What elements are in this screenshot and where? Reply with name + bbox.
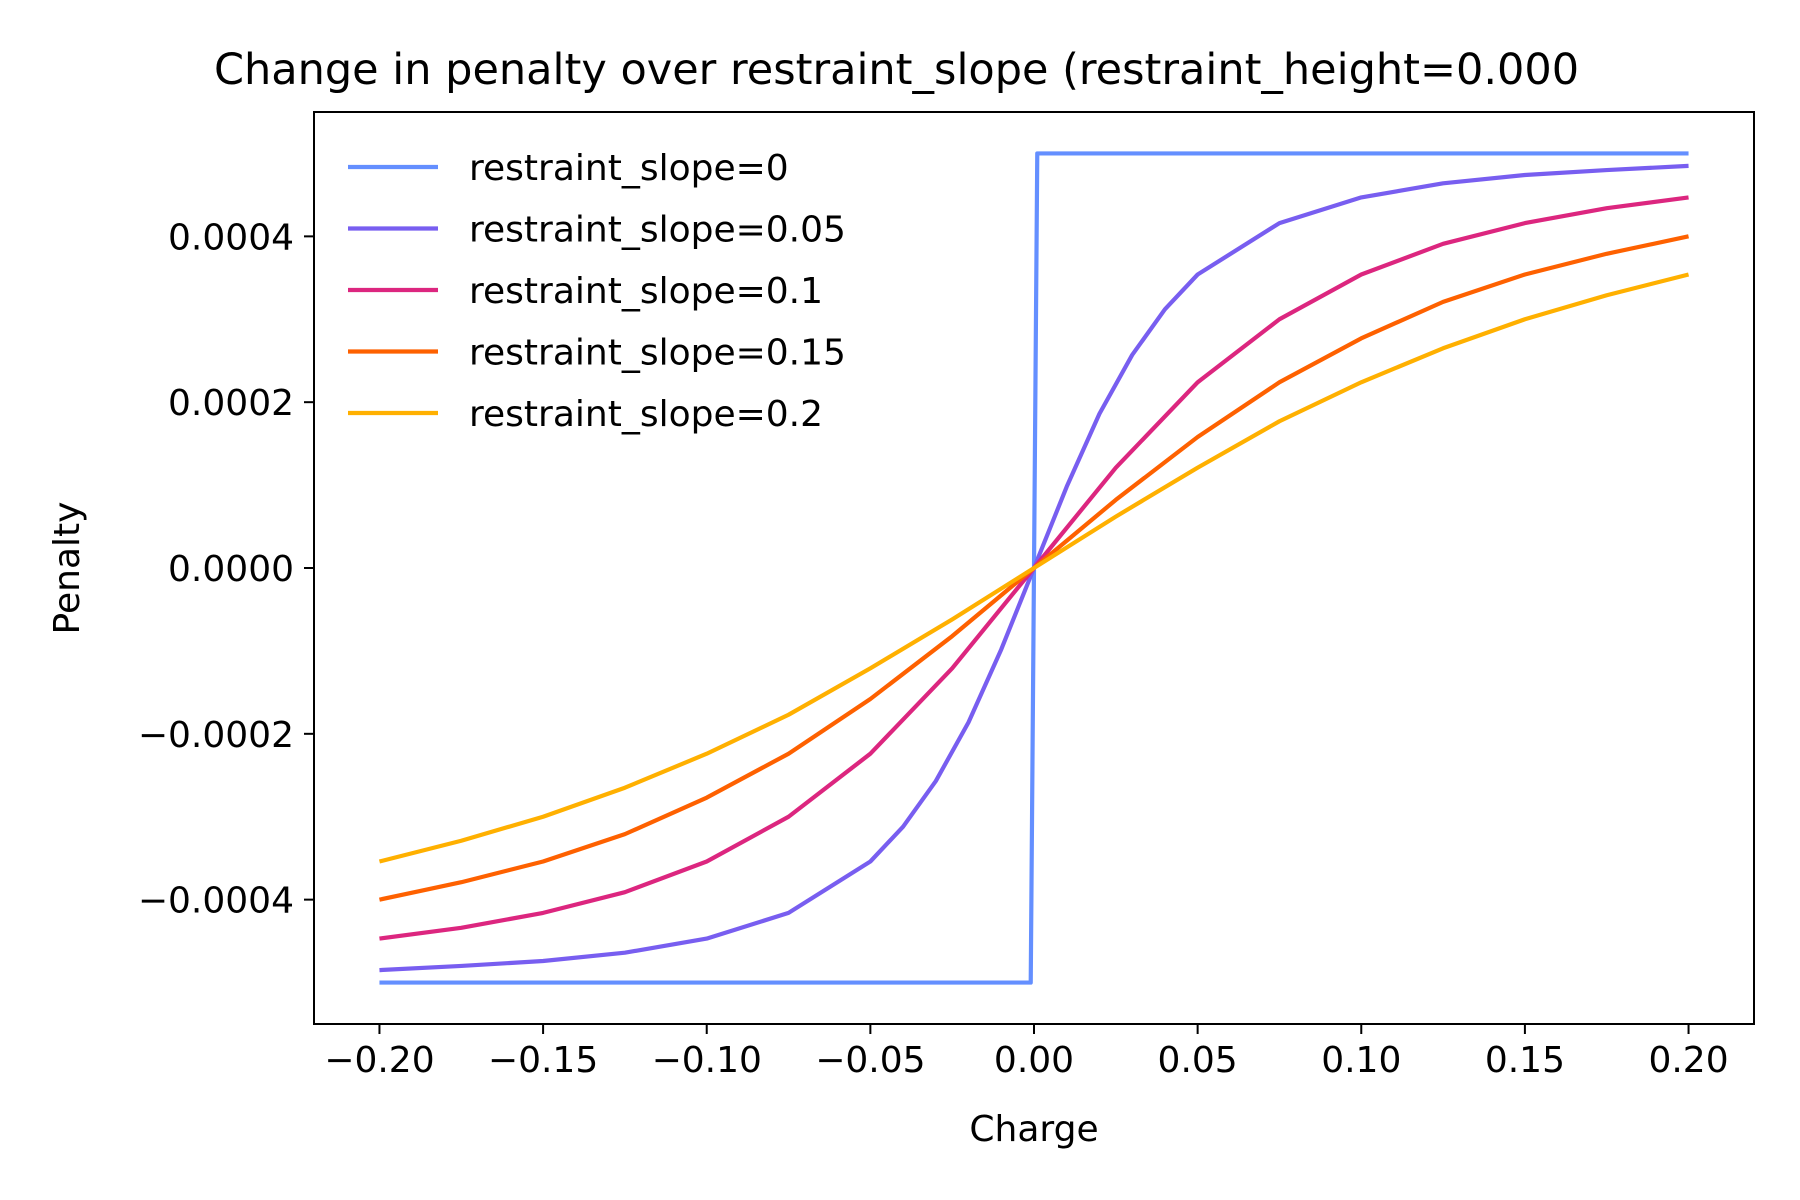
y-tick-label: −0.0004 xyxy=(138,881,294,922)
y-tick-label: −0.0002 xyxy=(138,715,294,756)
x-tick-label: −0.05 xyxy=(815,1040,925,1081)
y-axis-label: Penalty xyxy=(47,502,88,635)
x-tick-label: 0.15 xyxy=(1485,1040,1565,1081)
x-tick-label: 0.10 xyxy=(1321,1040,1401,1081)
legend-label-0: restraint_slope=0 xyxy=(469,148,789,189)
legend: restraint_slope=0 restraint_slope=0.05res… xyxy=(348,148,846,435)
x-axis-label: Charge xyxy=(969,1109,1098,1150)
x-tick-label: 0.00 xyxy=(994,1040,1074,1081)
legend-label-4: restraint_slope=0.2 xyxy=(469,394,823,435)
y-tick-label: 0.0004 xyxy=(168,217,294,258)
legend-label-1: restraint_slope=0.05 xyxy=(469,210,846,251)
legend-label-2: restraint_slope=0.1 xyxy=(469,271,823,312)
x-axis: −0.20 −0.15 −0.10 −0.05 0.00 0.05 0.10 0.15 0.20 xyxy=(324,1024,1729,1081)
x-tick-label: −0.15 xyxy=(488,1040,598,1081)
y-axis: −0.0004 −0.0002 0.0000 0.0002 0.0004 xyxy=(138,217,314,922)
plot-lines xyxy=(378,151,1690,985)
x-tick-label: −0.10 xyxy=(652,1040,762,1081)
x-tick-label: 0.05 xyxy=(1158,1040,1238,1081)
y-tick-label: 0.0002 xyxy=(168,383,294,424)
x-tick-label: 0.20 xyxy=(1648,1040,1728,1081)
legend-label-3: restraint_slope=0.15 xyxy=(469,333,846,374)
x-tick-label: −0.20 xyxy=(324,1040,434,1081)
y-tick-label: 0.0000 xyxy=(168,549,294,590)
chart-title: Change in penalty over restraint_slope (… xyxy=(214,45,1579,95)
series-line-4 xyxy=(378,272,1690,864)
